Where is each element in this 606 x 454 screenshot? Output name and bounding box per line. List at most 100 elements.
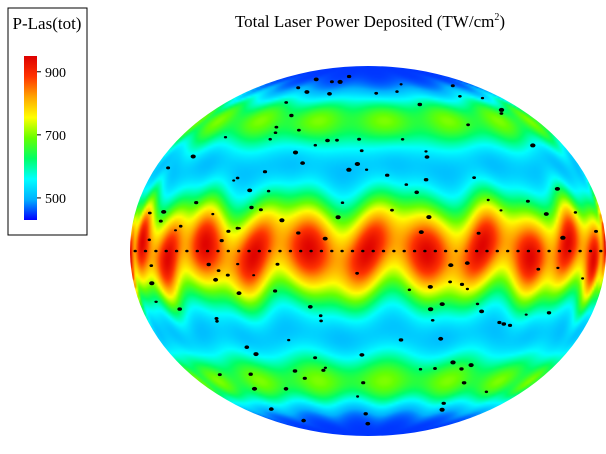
beam-marker-146 bbox=[292, 369, 298, 373]
beam-marker-13 bbox=[313, 143, 317, 147]
beam-marker-78 bbox=[313, 77, 319, 82]
beam-marker-40 bbox=[418, 230, 424, 235]
beam-marker-equator-29 bbox=[433, 249, 437, 253]
chart-title-main: Total Laser Power Deposited (TW/cm bbox=[235, 12, 494, 31]
beam-marker-143 bbox=[479, 309, 485, 314]
beam-marker-equator-37 bbox=[516, 249, 520, 253]
beam-marker-equator-33 bbox=[475, 249, 479, 253]
beam-marker-92 bbox=[427, 307, 434, 312]
beam-marker-148 bbox=[149, 281, 155, 286]
beam-marker-88 bbox=[507, 323, 513, 327]
beam-marker-71 bbox=[441, 401, 446, 405]
beam-marker-equator-25 bbox=[392, 249, 396, 253]
beam-marker-61 bbox=[450, 360, 456, 365]
beam-marker-equator-5 bbox=[185, 249, 189, 253]
beam-marker-83 bbox=[206, 262, 211, 267]
beam-marker-equator-38 bbox=[526, 249, 531, 253]
beam-marker-48 bbox=[524, 313, 528, 316]
beam-marker-equator-20 bbox=[340, 249, 344, 253]
beam-marker-133 bbox=[158, 219, 163, 223]
beam-marker-equator-15 bbox=[288, 249, 293, 253]
beam-marker-7 bbox=[216, 269, 221, 272]
beam-marker-52 bbox=[560, 235, 566, 240]
beam-marker-114 bbox=[147, 211, 152, 215]
beam-marker-112 bbox=[287, 338, 291, 342]
beam-marker-69 bbox=[398, 338, 404, 342]
beam-marker-107 bbox=[365, 421, 371, 426]
beam-marker-139 bbox=[346, 74, 352, 79]
beam-marker-128 bbox=[251, 386, 258, 391]
beam-marker-24 bbox=[418, 367, 423, 371]
beam-marker-119 bbox=[190, 154, 196, 159]
beam-marker-17 bbox=[274, 125, 279, 129]
beam-marker-95 bbox=[300, 161, 305, 165]
beam-marker-equator-27 bbox=[412, 249, 417, 253]
beam-marker-15 bbox=[468, 363, 474, 368]
beam-marker-equator-39 bbox=[537, 249, 541, 253]
beam-marker-0 bbox=[161, 210, 167, 214]
colorbar-tick-label-0: 900 bbox=[45, 66, 66, 81]
beam-marker-equator-21 bbox=[350, 249, 355, 253]
beam-marker-equator-24 bbox=[381, 249, 386, 253]
beam-marker-equator-19 bbox=[330, 249, 334, 253]
beam-marker-77 bbox=[543, 212, 549, 216]
beam-marker-23 bbox=[177, 307, 182, 311]
beam-marker-equator-14 bbox=[278, 249, 282, 253]
beam-marker-equator-26 bbox=[402, 249, 406, 253]
beam-marker-equator-44 bbox=[588, 249, 593, 253]
beam-marker-26 bbox=[359, 353, 365, 357]
beam-marker-51 bbox=[354, 162, 361, 166]
beam-marker-equator-40 bbox=[547, 249, 551, 253]
beam-marker-47 bbox=[476, 231, 481, 235]
beam-marker-122 bbox=[439, 302, 445, 306]
beam-marker-42 bbox=[525, 199, 530, 203]
beam-marker-20 bbox=[321, 368, 326, 372]
beam-marker-82 bbox=[219, 239, 224, 243]
beam-marker-99 bbox=[225, 273, 230, 277]
beam-marker-37 bbox=[390, 208, 394, 212]
beam-marker-equator-41 bbox=[557, 249, 562, 253]
beam-marker-126 bbox=[424, 155, 430, 159]
beam-marker-141 bbox=[357, 137, 362, 141]
beam-marker-59 bbox=[346, 167, 352, 172]
beam-marker-36 bbox=[232, 179, 236, 182]
beam-marker-equator-3 bbox=[164, 249, 168, 253]
beam-marker-22 bbox=[530, 143, 536, 148]
beam-marker-equator-30 bbox=[443, 249, 448, 253]
beam-marker-87 bbox=[249, 205, 254, 210]
beam-marker-equator-6 bbox=[195, 249, 199, 253]
colorbar-tick-label-2: 500 bbox=[45, 192, 66, 207]
beam-marker-35 bbox=[546, 311, 552, 315]
beam-marker-98 bbox=[325, 138, 330, 143]
colorbar-frame bbox=[7, 7, 88, 236]
beam-marker-131 bbox=[244, 345, 250, 350]
beam-marker-12 bbox=[313, 356, 318, 360]
beam-marker-equator-45 bbox=[599, 249, 603, 253]
colorbar-tick-label-1: 700 bbox=[45, 129, 66, 144]
beam-marker-39 bbox=[304, 90, 310, 94]
beam-marker-145 bbox=[461, 381, 467, 385]
beam-marker-49 bbox=[279, 218, 285, 223]
beam-markers bbox=[133, 74, 603, 426]
beam-marker-84 bbox=[337, 79, 343, 84]
beam-marker-32 bbox=[296, 86, 301, 90]
beam-marker-equator-1 bbox=[143, 249, 148, 253]
beam-marker-equator-22 bbox=[361, 249, 365, 253]
beam-marker-equator-4 bbox=[174, 249, 179, 253]
beam-marker-14 bbox=[458, 95, 462, 98]
beam-marker-115 bbox=[147, 238, 151, 242]
beam-marker-117 bbox=[448, 280, 452, 284]
beam-marker-118 bbox=[459, 367, 464, 371]
beam-marker-46 bbox=[414, 190, 420, 195]
beam-marker-127 bbox=[266, 189, 271, 193]
colorbar-gradient bbox=[24, 56, 37, 220]
beam-marker-66 bbox=[486, 198, 490, 202]
beam-marker-21 bbox=[327, 92, 332, 96]
beam-marker-8 bbox=[465, 287, 469, 291]
beam-marker-equator-34 bbox=[485, 249, 489, 253]
beam-marker-75 bbox=[355, 271, 359, 275]
beam-marker-50 bbox=[417, 102, 423, 107]
beam-marker-89 bbox=[252, 274, 256, 277]
beam-marker-137 bbox=[154, 300, 158, 303]
beam-marker-equator-12 bbox=[257, 249, 261, 253]
